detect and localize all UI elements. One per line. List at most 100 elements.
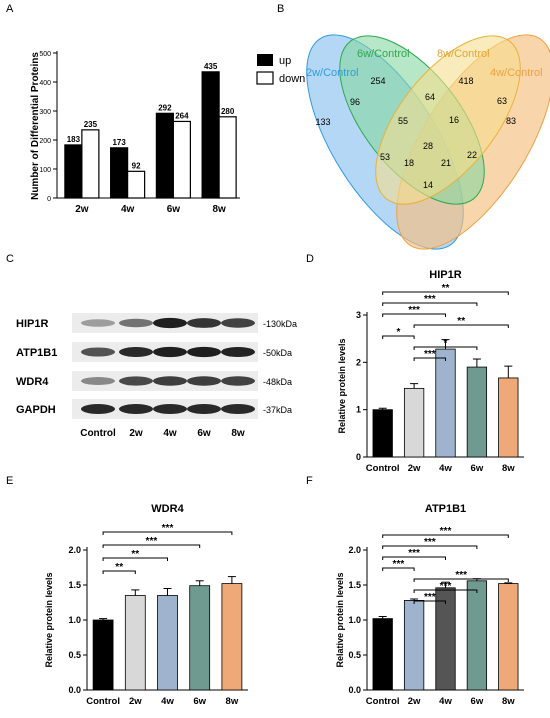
significance-bracket: [102, 570, 136, 574]
data-label: 92: [132, 161, 141, 170]
panel-letter-f: F: [306, 475, 313, 487]
y-tick-label: 1.5: [348, 580, 361, 590]
venn-region: 21: [441, 158, 451, 168]
bar-down-4w: [127, 170, 146, 199]
significance-label: ***: [393, 559, 405, 570]
blot-band: [221, 376, 255, 386]
blot-band: [153, 317, 187, 329]
blot-band: [119, 318, 153, 328]
significance-bracket: [413, 357, 446, 361]
venn-region: 22: [467, 150, 477, 160]
bar-6w: [466, 366, 488, 458]
data-label: 235: [84, 120, 98, 129]
x-tick-label: 4w: [439, 463, 452, 474]
venn-region: 55: [398, 116, 408, 126]
y-tick-label: 3: [356, 310, 361, 320]
panel-letter-a: A: [6, 3, 14, 15]
bar-Control: [372, 618, 393, 691]
venn-label-6w: 6w/Control: [357, 48, 410, 60]
blot-band: [187, 404, 221, 414]
x-tick-label: Control: [86, 696, 120, 707]
x-tick-label: 2w: [129, 696, 142, 707]
venn-label-2w: 2w/Control: [306, 67, 359, 79]
significance-bracket: [102, 557, 168, 561]
y-tick-label: 1.0: [68, 615, 81, 625]
significance-label: **: [442, 283, 450, 294]
blot-band: [81, 404, 115, 414]
data-label: 292: [158, 103, 172, 112]
bar-2w: [403, 387, 425, 458]
panel-letter-c: C: [6, 253, 14, 265]
significance-bracket: [413, 600, 446, 604]
y-tick-label: 0.5: [68, 650, 81, 660]
bar-up-2w: [64, 144, 83, 199]
bar-up-4w: [110, 147, 129, 199]
y-axis-label: Relative protein levels: [44, 572, 54, 667]
venn-region: 96: [350, 97, 360, 107]
significance-label: ***: [408, 548, 420, 559]
y-tick-label: 100: [39, 167, 51, 174]
significance-bracket: [413, 324, 509, 328]
bar-6w: [466, 580, 488, 691]
legend-swatch-up: [257, 54, 273, 66]
blot-band: [153, 404, 187, 414]
significance-label: ***: [440, 581, 452, 592]
blot-band: [153, 376, 187, 386]
x-tick-label: Control: [366, 696, 400, 707]
venn-region: 53: [380, 152, 390, 162]
venn-region: 254: [370, 76, 385, 86]
blot-label-GAPDH: GAPDH: [16, 404, 56, 416]
significance-bracket: [382, 335, 415, 339]
blot-lane-label: 6w: [197, 428, 211, 439]
x-tick-label: 8w: [212, 204, 226, 215]
significance-label: *: [396, 327, 400, 338]
blot-band: [221, 318, 255, 328]
y-tick-label: 0.0: [68, 685, 81, 695]
significance-bracket: [413, 589, 478, 593]
venn-region: 133: [315, 117, 330, 127]
y-tick-label: 1.0: [348, 615, 361, 625]
legend-label-up: up: [279, 55, 291, 67]
significance-label: **: [131, 549, 139, 560]
significance-label: ***: [408, 305, 420, 316]
y-tick-label: 200: [39, 138, 51, 145]
y-tick-label: 0.0: [348, 685, 361, 695]
y-tick-label: 500: [39, 51, 51, 58]
x-tick-label: 2w: [408, 463, 421, 474]
blot-band: [81, 377, 115, 385]
panel-a-legend: up down: [256, 54, 305, 85]
blot-lane-label: Control: [80, 428, 116, 439]
data-label: 173: [112, 138, 126, 147]
y-tick-label: 0: [356, 452, 361, 462]
blot-band: [119, 347, 153, 357]
data-label: 264: [175, 111, 189, 120]
significance-bracket: [413, 346, 478, 350]
x-tick-label: 6w: [193, 696, 206, 707]
x-tick-label: 6w: [471, 696, 484, 707]
y-tick-label: 2: [356, 357, 361, 367]
x-tick-label: 8w: [502, 696, 515, 707]
panel-e-chart: WDR4 Relative protein levels 0.0 0.5 1.0 1.5 2…: [44, 503, 248, 707]
chart-title: HIP1R: [429, 269, 461, 281]
y-tick-label: 300: [39, 109, 51, 116]
significance-label: ***: [455, 570, 467, 581]
x-tick-label: 6w: [471, 463, 484, 474]
y-axis-label: Relative protein levels: [337, 338, 347, 433]
x-tick-label: 8w: [502, 463, 515, 474]
venn-region: 83: [506, 116, 516, 126]
panel-letter-e: E: [6, 475, 13, 487]
bar-6w: [189, 585, 211, 691]
bar-8w: [498, 583, 519, 691]
significance-bracket: [382, 291, 509, 295]
bar-2w: [403, 600, 425, 691]
data-label: 280: [221, 107, 235, 116]
blot-marker: -37kDa: [263, 405, 292, 415]
significance-label: ***: [424, 294, 436, 305]
significance-label: *: [444, 338, 448, 349]
significance-label: **: [457, 316, 465, 327]
venn-label-8w: 8w/Control: [437, 48, 490, 60]
significance-bracket: [102, 531, 233, 535]
bar-up-8w: [201, 71, 220, 199]
y-tick-label: 0.5: [348, 650, 361, 660]
significance-label: ***: [162, 523, 174, 534]
